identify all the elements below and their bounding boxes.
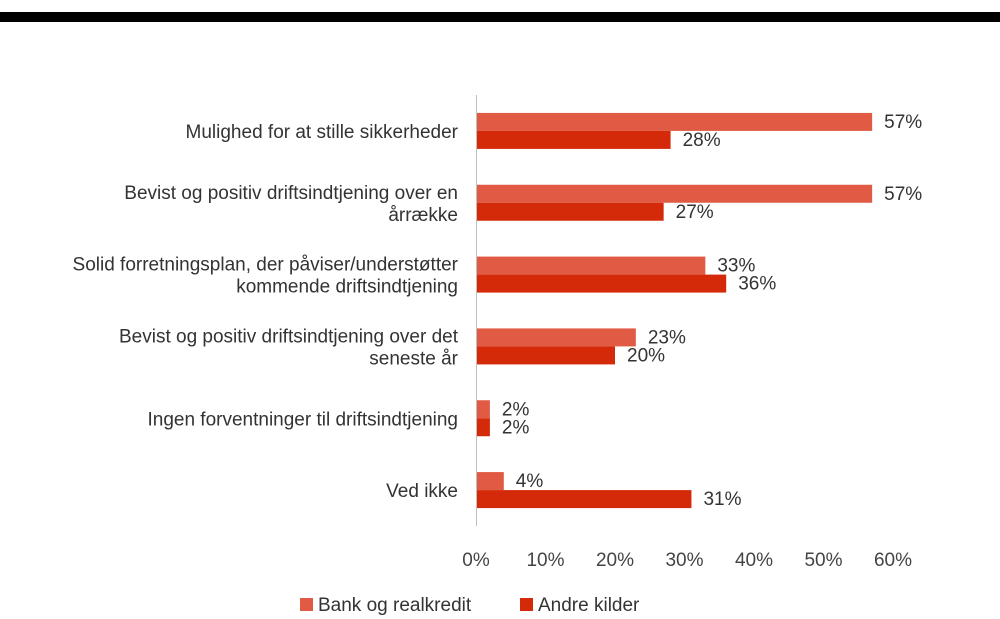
- data-label: 20%: [627, 345, 665, 366]
- data-label: 57%: [884, 112, 922, 133]
- x-tick-label: 60%: [874, 550, 912, 571]
- data-label: 36%: [738, 274, 776, 295]
- bar-bank-og-realkredit: [477, 328, 636, 347]
- data-label: 23%: [648, 327, 686, 348]
- bar-andre-kilder: [477, 490, 692, 509]
- data-label: 31%: [703, 489, 741, 510]
- data-label: 57%: [884, 184, 922, 205]
- category-label: Bevist og positiv driftsindtjening over …: [119, 326, 459, 369]
- data-label: 33%: [717, 256, 755, 277]
- bar-bank-og-realkredit: [477, 112, 873, 131]
- data-label: 2%: [502, 417, 530, 438]
- x-tick-label: 50%: [804, 550, 842, 571]
- bar-bank-og-realkredit: [477, 256, 706, 275]
- data-label: 27%: [676, 202, 714, 223]
- bar-andre-kilder: [477, 130, 671, 149]
- legend-label: Bank og realkredit: [318, 595, 472, 616]
- data-label: 4%: [516, 471, 544, 492]
- bar-andre-kilder: [477, 202, 664, 221]
- legend-label: Andre kilder: [538, 595, 640, 616]
- bar-bank-og-realkredit: [477, 400, 490, 419]
- category-label: Bevist og positiv driftsindtjening over …: [124, 183, 458, 226]
- data-label: 28%: [683, 130, 721, 151]
- x-tick-label: 30%: [665, 550, 703, 571]
- x-tick-label: 40%: [735, 550, 773, 571]
- category-label: Solid forretningsplan, der påviser/under…: [73, 255, 459, 298]
- legend-swatch: [300, 598, 313, 611]
- bar-bank-og-realkredit: [477, 184, 873, 203]
- category-label: Ingen forventninger til driftsindtjening: [147, 409, 458, 430]
- bar-andre-kilder: [477, 346, 615, 365]
- category-label: Ved ikke: [386, 481, 458, 502]
- data-label: 2%: [502, 399, 530, 420]
- legend-swatch: [520, 598, 533, 611]
- category-label: Mulighed for at stille sikkerheder: [186, 122, 459, 143]
- bar-andre-kilder: [477, 418, 490, 437]
- x-tick-label: 0%: [462, 550, 490, 571]
- x-tick-label: 20%: [596, 550, 634, 571]
- x-tick-label: 10%: [526, 550, 564, 571]
- top-rule: [0, 12, 1000, 22]
- bar-bank-og-realkredit: [477, 472, 504, 491]
- bar-andre-kilder: [477, 274, 727, 293]
